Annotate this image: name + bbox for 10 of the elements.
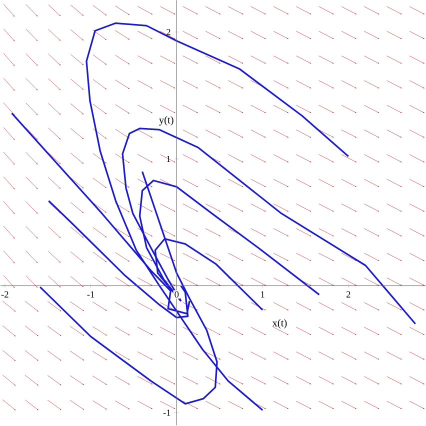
x-tick-label: 0 bbox=[174, 291, 179, 298]
x-tick-label: -2 bbox=[1, 291, 8, 298]
y-axis-title: y(t) bbox=[159, 116, 174, 126]
x-tick-label: -1 bbox=[87, 291, 94, 298]
y-tick-label: -1 bbox=[163, 410, 170, 416]
x-tick-label: 1 bbox=[261, 291, 264, 298]
y-tick-label: 1 bbox=[166, 156, 170, 162]
x-tick-label: 2 bbox=[346, 291, 350, 298]
y-tick-label: 2 bbox=[166, 29, 170, 36]
x-axis-title: x(t) bbox=[272, 319, 287, 329]
